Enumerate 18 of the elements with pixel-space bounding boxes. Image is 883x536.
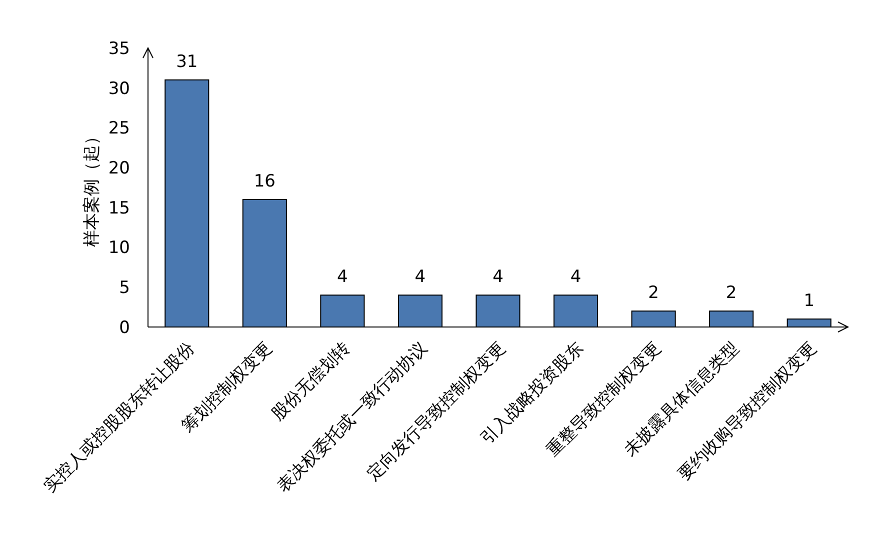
data-label: 4	[337, 267, 348, 288]
y-tick-label: 20	[108, 158, 130, 179]
y-tick-label: 15	[108, 198, 130, 218]
data-label: 2	[648, 283, 659, 304]
y-tick-label: 5	[119, 278, 130, 298]
data-label: 16	[254, 171, 276, 192]
y-tick-label: 35	[108, 38, 130, 59]
y-tick-label: 10	[108, 238, 130, 258]
data-label: 31	[176, 52, 198, 72]
data-label: 2	[726, 283, 737, 304]
data-label: 4	[492, 267, 504, 288]
y-tick-label: 0	[119, 318, 130, 338]
data-label: 4	[414, 267, 426, 288]
data-label: 4	[570, 267, 582, 288]
y-tick-label: 30	[108, 78, 130, 99]
data-label: 1	[804, 291, 815, 312]
y-axis-title: 样本案例（起）	[82, 128, 102, 247]
y-tick-label: 25	[108, 118, 130, 139]
